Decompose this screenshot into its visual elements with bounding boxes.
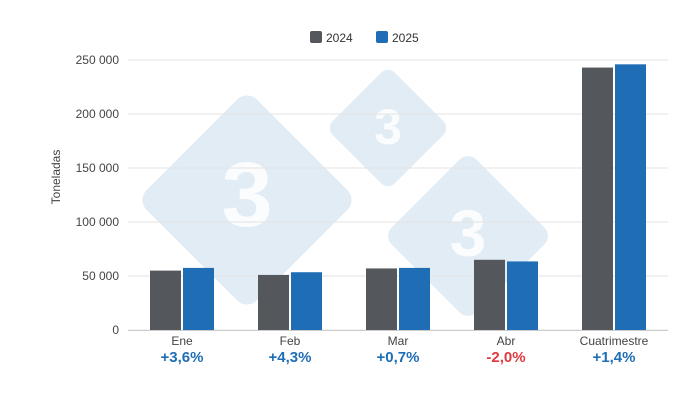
svg-text:3: 3 (374, 99, 402, 155)
bar-2024-abr (474, 259, 505, 330)
y-tick-label: 200 000 (76, 107, 120, 121)
legend-swatch-2024 (310, 31, 322, 43)
change-labels: +3,6% +4,3% +0,7% -2,0% +1,4% (161, 349, 636, 366)
watermark-logo: 3 3 3 (142, 69, 548, 316)
bar-2025-feb (291, 272, 322, 330)
change-label: -2,0% (486, 349, 525, 366)
bar-2025-cuatrimestre (615, 64, 646, 330)
y-tick-label: 100 000 (76, 215, 120, 229)
x-tick-label: Feb (280, 334, 301, 348)
bars (150, 64, 646, 330)
x-tick-label: Cuatrimestre (580, 334, 649, 348)
y-axis: 0 50 000 100 000 150 000 200 000 250 000 (76, 53, 120, 337)
y-tick-label: 150 000 (76, 161, 120, 175)
svg-text:3: 3 (450, 196, 487, 270)
x-tick-label: Abr (497, 334, 516, 348)
legend-label-2025: 2025 (392, 31, 419, 45)
bar-2024-feb (258, 274, 289, 330)
x-tick-label: Mar (388, 334, 409, 348)
bar-2025-ene (183, 267, 214, 330)
change-label: +4,3% (269, 349, 312, 366)
x-axis: Ene Feb Mar Abr Cuatrimestre (128, 330, 668, 348)
y-tick-label: 0 (112, 323, 119, 337)
y-axis-label: Toneladas (49, 150, 63, 205)
svg-text:3: 3 (221, 144, 272, 246)
change-label: +3,6% (161, 349, 204, 366)
y-tick-label: 50 000 (82, 269, 119, 283)
legend-label-2024: 2024 (326, 31, 353, 45)
change-label: +0,7% (377, 349, 420, 366)
bar-2024-mar (366, 268, 397, 330)
bar-2025-abr (507, 261, 538, 330)
bar-2024-cuatrimestre (582, 67, 613, 330)
legend: 2024 2025 (310, 31, 419, 45)
x-tick-label: Ene (171, 334, 193, 348)
bar-2024-ene (150, 270, 181, 330)
change-label: +1,4% (593, 349, 636, 366)
bar-2025-mar (399, 267, 430, 330)
legend-swatch-2025 (376, 31, 388, 43)
y-tick-label: 250 000 (76, 53, 120, 67)
